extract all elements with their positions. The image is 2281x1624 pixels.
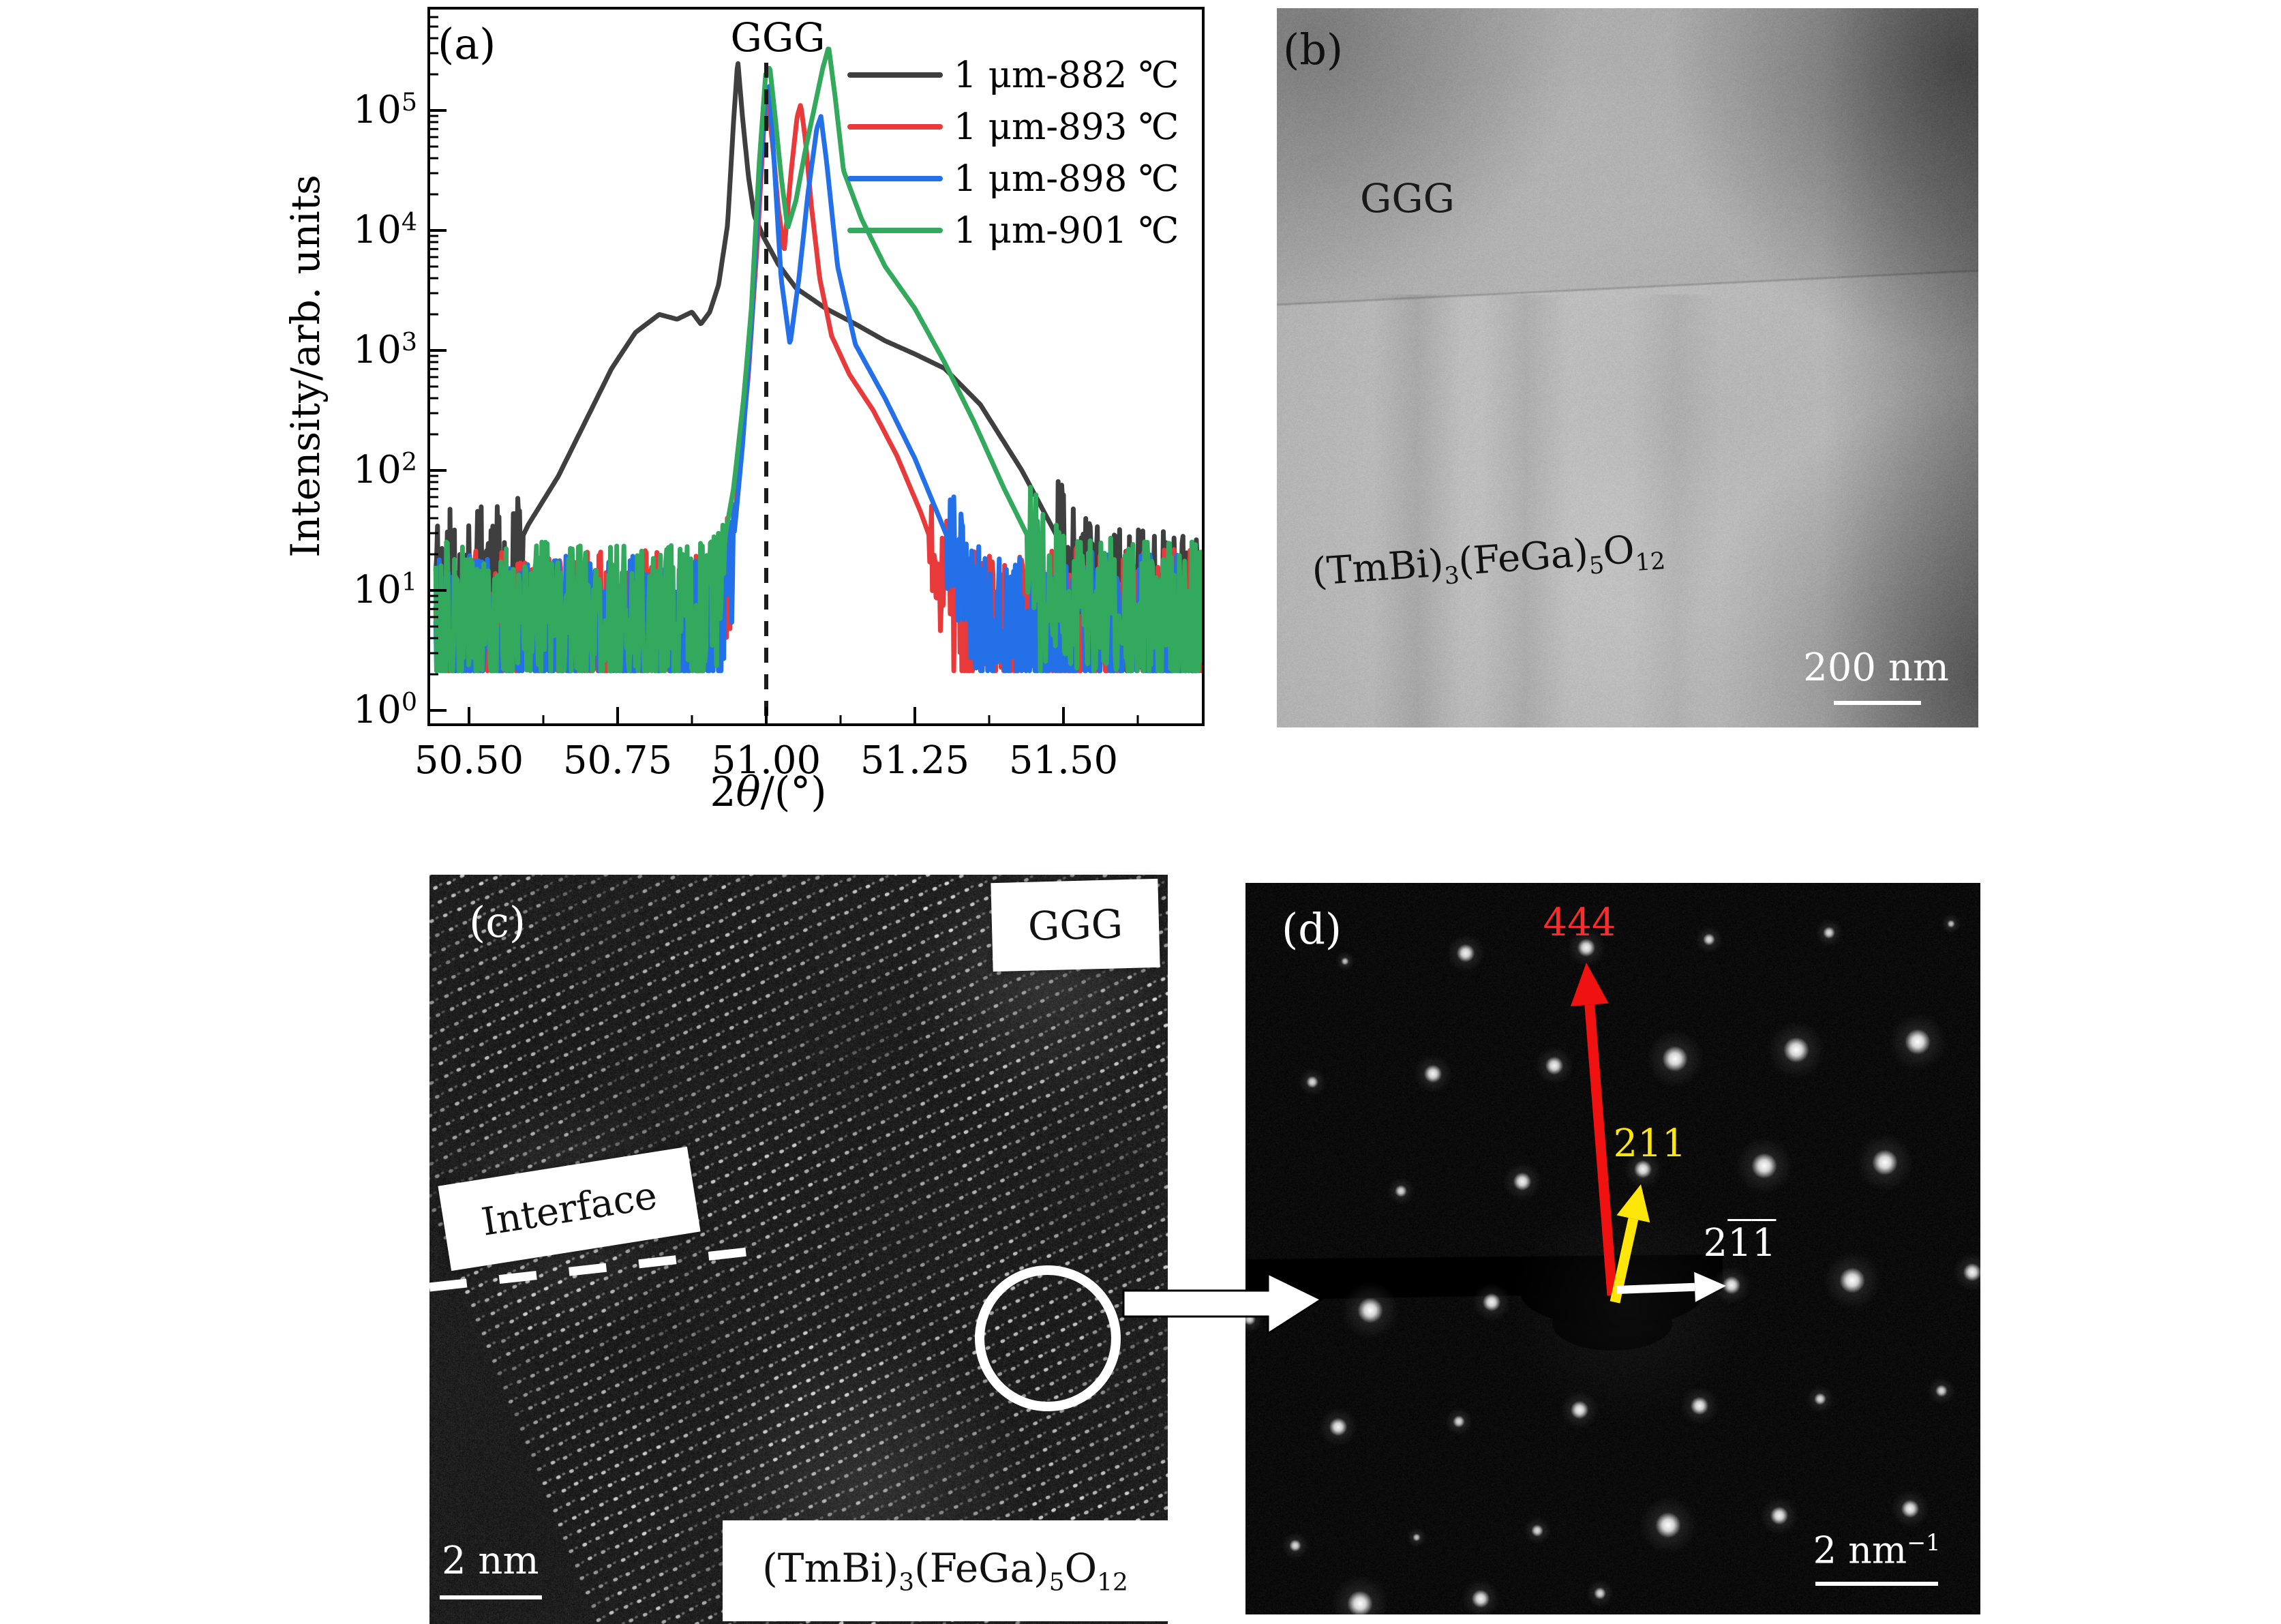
panel-d-tag: (d): [1282, 904, 1342, 954]
text-segment: 2: [1703, 1221, 1728, 1265]
interface-label: Interface: [478, 1173, 661, 1245]
panel-c-formula-label: (TmBi)3(FeGa)5O12: [762, 1545, 1128, 1597]
ggg-peak-label: GGG: [730, 14, 826, 61]
legend-label: 1 μm-882 ℃: [954, 54, 1179, 96]
panel-a-tag: (a): [438, 19, 496, 69]
panel-b-scalebar: [1834, 701, 1921, 705]
text-segment: 1: [1727, 1221, 1752, 1265]
text-segment: (FeGa): [1457, 530, 1590, 584]
panel-c-scalebar: [440, 1595, 542, 1599]
panel-c-ggg-box: GGG: [991, 878, 1160, 972]
legend-item-882: 1 μm-882 ℃: [847, 49, 1179, 101]
x-axis-label: 2θ/(°): [710, 772, 826, 813]
reflection-211-label: 211: [1613, 1122, 1687, 1166]
arrow-head-444: [1570, 963, 1609, 1006]
arrow-shaft-2-1-1: [1616, 1282, 1695, 1294]
text-segment: /(°): [760, 768, 827, 816]
connector-arrow: [1122, 1272, 1324, 1336]
panel-d-scalebar-label: 2 nm−1: [1813, 1531, 1941, 1569]
legend-line-color: [847, 72, 943, 78]
y-axis-label: Intensity/arb. units: [282, 175, 329, 558]
interface-dashed-line: [429, 1247, 749, 1292]
x-tick-label: 51.00: [711, 738, 821, 783]
legend-label: 1 μm-893 ℃: [954, 106, 1179, 148]
legend-item-901: 1 μm-901 ℃: [847, 205, 1179, 256]
text-segment: 3: [898, 1568, 915, 1597]
xrd-plot: [427, 7, 1205, 726]
text-segment: −1: [1907, 1529, 1941, 1556]
panel-d-scalebar: [1815, 1582, 1938, 1586]
x-tick-label: 51.50: [1008, 738, 1119, 783]
panel-c-formula-box: (TmBi)3(FeGa)5O12: [723, 1520, 1168, 1621]
legend: 1 μm-882 ℃ 1 μm-893 ℃ 1 μm-898 ℃ 1 μm-90…: [847, 49, 1179, 256]
xrd-curves: [433, 46, 1203, 674]
panel-d-arrows: [1570, 963, 1726, 1304]
text-segment: (FeGa): [914, 1545, 1049, 1592]
panel-c-scalebar-label: 2 nm: [442, 1539, 539, 1583]
axis-ticks: [429, 16, 1139, 725]
panel-c-annotations: [429, 1247, 1324, 1411]
xrd-curve: [433, 46, 1203, 674]
panel-b-tag: (b): [1283, 25, 1344, 74]
y-tick-label: 105: [352, 87, 417, 133]
legend-item-898: 1 μm-898 ℃: [847, 153, 1179, 205]
y-tick-label: 102: [352, 447, 417, 493]
arrow-head-2-1-1: [1694, 1272, 1726, 1302]
arrow-shaft-444: [1584, 1004, 1618, 1296]
text-segment: (TmBi): [1310, 541, 1445, 595]
text-segment: 1: [1751, 1221, 1777, 1265]
legend-item-893: 1 μm-893 ℃: [847, 101, 1179, 153]
x-tick-label: 50.50: [414, 738, 524, 783]
x-tick-label: 50.75: [562, 738, 673, 783]
legend-line-color: [847, 176, 943, 181]
legend-label: 1 μm-898 ℃: [954, 157, 1179, 200]
arrow-head-211: [1616, 1184, 1650, 1223]
y-tick-label: 101: [352, 567, 417, 613]
panel-b-tem-image: [1277, 8, 1978, 727]
text-segment: 2: [710, 768, 736, 816]
panel-c-ggg-label: GGG: [1027, 901, 1123, 950]
text-segment: 3: [1443, 562, 1461, 590]
text-segment: O: [1064, 1545, 1098, 1592]
reflection-444-label: 444: [1543, 901, 1616, 945]
legend-line-color: [847, 124, 943, 130]
reflection-2-1bar-1bar-label: 211: [1704, 1224, 1777, 1263]
x-tick-label: 51.25: [860, 738, 970, 783]
text-segment: O: [1601, 528, 1636, 575]
y-tick-label: 103: [352, 327, 417, 373]
panel-b-ggg-label: GGG: [1360, 175, 1455, 222]
legend-label: 1 μm-901 ℃: [954, 209, 1179, 252]
text-segment: θ: [736, 768, 761, 816]
text-segment: (TmBi): [762, 1545, 899, 1592]
text-segment: 5: [1048, 1568, 1065, 1597]
text-segment: 2 nm: [1813, 1529, 1907, 1572]
panel-c-tag: (c): [469, 897, 526, 947]
plot-frame: [427, 7, 1205, 726]
legend-line-color: [847, 228, 943, 233]
defect-circle: [975, 1265, 1121, 1411]
text-segment: 5: [1588, 552, 1605, 580]
y-tick-label: 104: [352, 207, 417, 253]
text-segment: 12: [1634, 547, 1667, 577]
text-segment: 12: [1097, 1568, 1128, 1597]
panel-b-scalebar-label: 200 nm: [1803, 646, 1949, 690]
y-tick-label: 100: [352, 687, 417, 733]
